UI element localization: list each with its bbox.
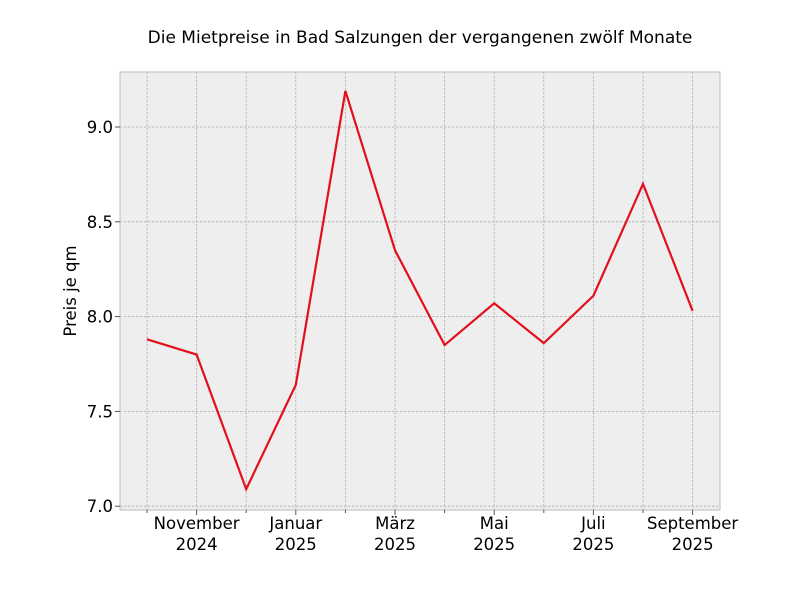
x-tick-label-year: 2025 — [672, 535, 714, 554]
series-layer — [146, 90, 694, 492]
y-tick-label: 8.5 — [87, 213, 113, 232]
y-tick-label: 7.0 — [87, 497, 113, 516]
x-tick-label-month: Januar — [268, 514, 322, 533]
x-tick-label-year: 2025 — [473, 535, 515, 554]
x-tick-label-year: 2025 — [572, 535, 614, 554]
x-tick-label-month: Mai — [480, 514, 509, 533]
x-tick-label-year: 2024 — [176, 535, 218, 554]
x-tick-label-month: September — [647, 514, 738, 533]
y-axis-label: Preis je qm — [61, 245, 80, 336]
x-tick-label-month: November — [154, 514, 240, 533]
x-tick-label-month: Juli — [580, 514, 606, 533]
x-tick-label-year: 2025 — [374, 535, 416, 554]
y-axis: 7.0 7.5 8.0 8.5 9.0 — [87, 118, 120, 516]
x-axis: November 2024 Januar 2025 März 2025 Mai 2025 Jul… — [146, 510, 738, 554]
chart-title: Die Mietpreise in Bad Salzungen der verg… — [148, 28, 693, 48]
y-tick-label: 8.0 — [87, 308, 113, 327]
plot-area — [120, 72, 720, 510]
series-line — [146, 90, 694, 492]
grid — [120, 72, 720, 510]
y-tick-label: 7.5 — [87, 402, 113, 421]
y-tick-label: 9.0 — [87, 118, 113, 137]
x-tick-label-month: März — [375, 514, 415, 533]
plot-frame — [119, 71, 721, 511]
x-tick-label-year: 2025 — [275, 535, 317, 554]
